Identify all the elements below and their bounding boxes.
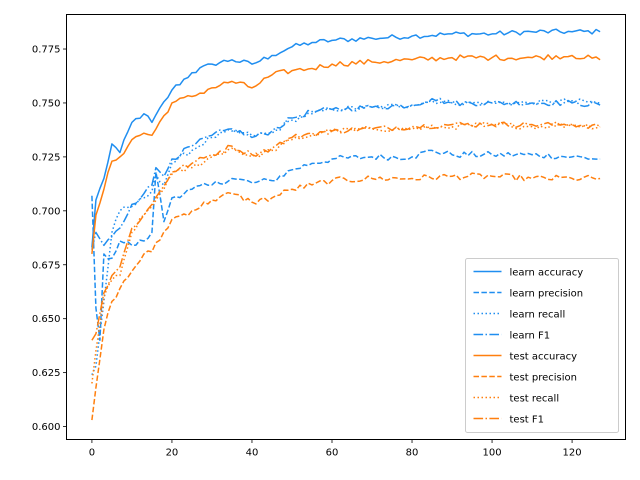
x-tick-label: 40	[246, 448, 259, 459]
series-line-learn-accuracy	[91, 28, 601, 248]
legend-label: learn precision	[510, 289, 584, 300]
x-tick-label: 60	[326, 448, 339, 459]
series-line-test-f1	[91, 121, 601, 341]
x-tick-label: 20	[166, 448, 179, 459]
y-tick-label: 0.600	[32, 422, 61, 433]
x-tick-label: 100	[483, 448, 502, 459]
y-tick-label: 0.775	[32, 45, 61, 56]
series-line-test-precision	[91, 172, 601, 421]
legend-label: test accuracy	[510, 352, 578, 363]
y-tick-label: 0.700	[32, 206, 61, 217]
legend-box	[465, 258, 619, 433]
legend-label: test precision	[510, 373, 578, 384]
series-line-learn-precision	[91, 149, 601, 342]
y-tick-label: 0.675	[32, 260, 61, 271]
legend: learn accuracy learn precision learn recal…	[465, 258, 619, 433]
y-tick-label: 0.650	[32, 314, 61, 325]
legend-label: test F1	[510, 415, 545, 426]
legend-label: learn F1	[510, 331, 551, 342]
y-tick-label: 0.725	[32, 152, 61, 163]
series-line-test-accuracy	[91, 54, 601, 255]
y-axis: 0.600 0.625 0.650 0.675 0.700 0.725 0.750 0.775	[32, 45, 67, 433]
series-lines	[91, 28, 601, 421]
series-line-learn-f1	[91, 97, 601, 250]
x-tick-label: 80	[406, 448, 419, 459]
y-tick-label: 0.750	[32, 98, 61, 109]
y-tick-label: 0.625	[32, 368, 61, 379]
legend-label: test recall	[510, 394, 560, 405]
legend-label: learn accuracy	[510, 268, 584, 279]
x-tick-label: 0	[89, 448, 95, 459]
x-tick-label: 120	[563, 448, 582, 459]
x-axis: 0 20 40 60 80 100 120	[89, 439, 582, 459]
plot-frame	[66, 14, 626, 440]
legend-label: learn recall	[510, 310, 566, 321]
